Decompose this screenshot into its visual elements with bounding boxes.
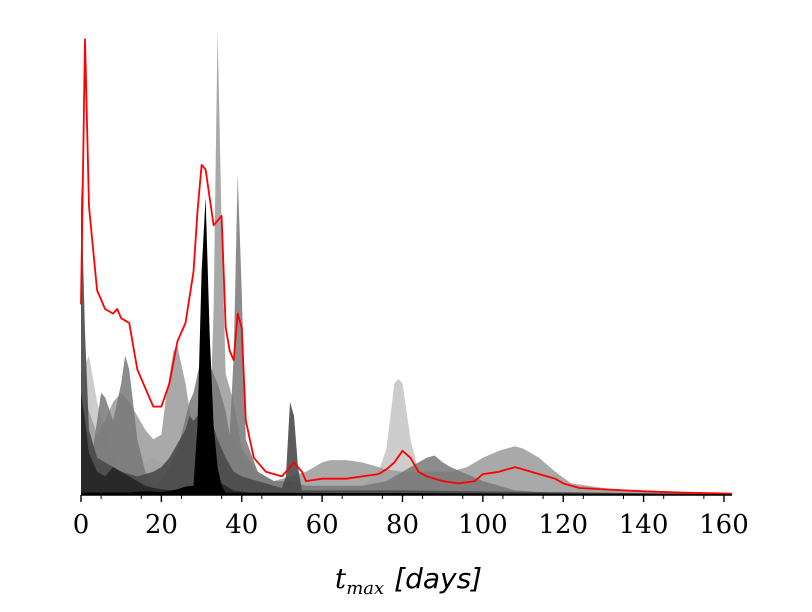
- series-line-6: [80, 38, 733, 495]
- x-tick-label: 40: [225, 510, 258, 540]
- x-tick-label: 60: [306, 510, 339, 540]
- x-axis: 0 20 40 60 80 100 120 140 160: [73, 494, 749, 540]
- x-major-ticks: [80, 495, 725, 502]
- x-tick-label: 120: [538, 510, 588, 540]
- x-axis-label: tmax [days]: [335, 562, 482, 599]
- x-axis-label-subscript: max: [346, 578, 384, 599]
- x-tick-label: 80: [386, 510, 419, 540]
- x-tick-labels: 0 20 40 60 80 100 120 140 160: [73, 510, 749, 540]
- x-tick-label: 0: [73, 510, 90, 540]
- series-area-2: [81, 174, 732, 495]
- x-axis-label-unit: [days]: [394, 562, 482, 595]
- series-layer: [80, 30, 733, 496]
- x-tick-label: 20: [145, 510, 178, 540]
- x-minor-ticks: [100, 495, 705, 499]
- x-tick-label: 160: [699, 510, 749, 540]
- x-tick-label: 140: [619, 510, 669, 540]
- x-axis-label-symbol: t: [335, 562, 347, 595]
- series-area-1: [81, 30, 732, 495]
- x-tick-label: 100: [458, 510, 508, 540]
- series-area-0: [81, 355, 732, 495]
